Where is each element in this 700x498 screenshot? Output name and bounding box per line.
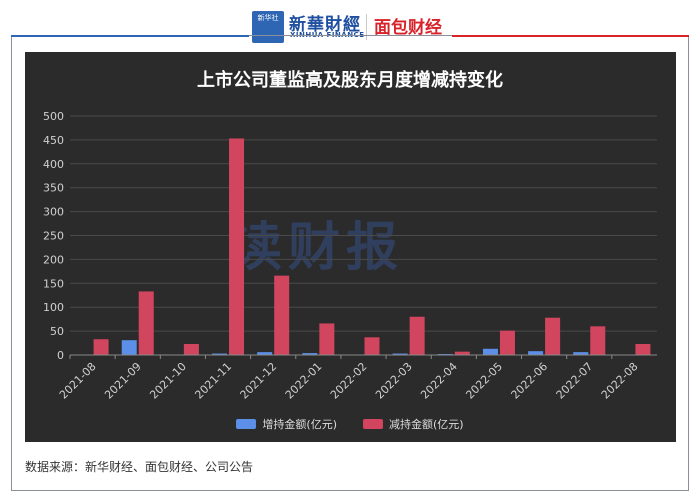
grid-lines	[70, 115, 657, 356]
y-tick-label: 500	[43, 110, 64, 123]
x-tick-label: 2021-10	[147, 360, 189, 402]
y-tick-label: 150	[43, 277, 64, 290]
bar-decrease[interactable]	[319, 323, 335, 355]
x-tick-label: 2022-05	[463, 360, 505, 402]
legend-swatch-decrease	[363, 419, 383, 429]
y-tick-label: 400	[43, 158, 64, 171]
x-tick-label: 2022-04	[418, 360, 460, 402]
bar-increase[interactable]	[257, 352, 273, 355]
bar-decrease[interactable]	[590, 326, 606, 355]
logo-text: 新华社	[257, 14, 279, 22]
xinhua-logo: 新华社	[252, 11, 284, 43]
legend-item-increase[interactable]: 增持金额(亿元)	[236, 414, 337, 434]
bar-decrease[interactable]	[545, 317, 561, 355]
legend-swatch-increase	[236, 419, 257, 429]
bar-decrease[interactable]	[274, 275, 290, 355]
x-axis: 2021-08 2021-09 2021-10 2021-11 2021-12 2022-…	[57, 354, 657, 402]
x-tick-label: 2021-12	[238, 360, 280, 402]
x-tick-label: 2022-03	[373, 360, 415, 402]
x-tick-label: 2022-08	[599, 360, 641, 402]
y-tick-label: 100	[43, 301, 64, 314]
bar-increase[interactable]	[121, 340, 137, 355]
y-axis: 0 50 100 150 200 250 300 350 400 450 500	[43, 110, 64, 362]
header-rule-right	[452, 35, 689, 37]
x-tick-label: 2022-01	[283, 360, 325, 402]
mianbao-logo: 面包财经	[374, 18, 442, 38]
bar-decrease[interactable]	[364, 337, 380, 355]
bar-decrease[interactable]	[499, 330, 515, 355]
y-tick-label: 50	[50, 325, 64, 338]
x-tick-label: 2022-06	[509, 360, 551, 402]
x-tick-label: 2022-02	[328, 360, 370, 402]
y-tick-label: 250	[43, 230, 64, 243]
y-tick-label: 0	[57, 349, 64, 362]
bar-decrease[interactable]	[229, 138, 245, 355]
bar-increase[interactable]	[302, 353, 318, 355]
brand-name-cn: 新華財經	[289, 15, 361, 35]
bar-increase[interactable]	[573, 352, 589, 355]
bars	[93, 138, 651, 355]
y-tick-label: 200	[43, 253, 64, 266]
chart-panel	[25, 52, 676, 442]
x-tick-label: 2022-07	[554, 360, 596, 402]
y-tick-label: 450	[43, 134, 64, 147]
y-tick-label: 350	[43, 182, 64, 195]
watermark: 读财报	[230, 218, 405, 278]
x-tick-label: 2021-08	[57, 360, 99, 402]
y-tick-label: 300	[43, 206, 64, 219]
x-tick-label: 2021-09	[102, 360, 144, 402]
data-source-note: 数据来源：新华财经、面包财经、公司公告	[25, 460, 254, 474]
legend-item-decrease[interactable]: 减持金额(亿元)	[363, 414, 464, 434]
legend: 增持金额(亿元) 减持金额(亿元)	[0, 414, 700, 434]
legend-label-increase: 增持金额(亿元)	[262, 418, 337, 431]
chart-title: 上市公司董监高及股东月度增减持变化	[197, 70, 503, 91]
bar-increase[interactable]	[482, 348, 498, 355]
bar-decrease[interactable]	[409, 316, 425, 355]
bar-decrease[interactable]	[138, 291, 154, 355]
bar-increase[interactable]	[392, 353, 408, 355]
legend-label-decrease: 减持金额(亿元)	[389, 418, 464, 431]
outer-frame	[11, 35, 689, 491]
bar-increase[interactable]	[212, 353, 228, 355]
bar-decrease[interactable]	[93, 339, 109, 355]
bar-decrease[interactable]	[454, 351, 470, 355]
header-rule-left	[11, 35, 249, 37]
brand-divider	[366, 14, 367, 40]
bar-decrease[interactable]	[183, 344, 199, 355]
bar-decrease[interactable]	[635, 344, 651, 355]
x-tick-label: 2021-11	[192, 360, 234, 402]
bar-increase[interactable]	[528, 351, 544, 355]
